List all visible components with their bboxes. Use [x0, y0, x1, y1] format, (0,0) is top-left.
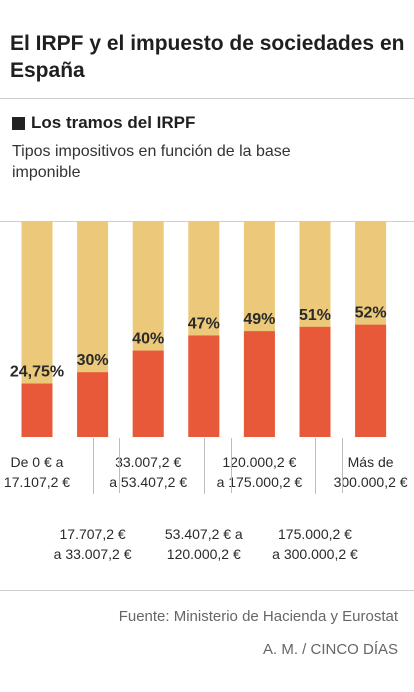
bar-rate: [355, 324, 387, 437]
bar-rate: [21, 383, 53, 437]
label-stem: [93, 438, 94, 494]
bar-rate: [299, 326, 331, 437]
bar-rate: [132, 350, 164, 437]
label-separator: [119, 438, 121, 493]
chart-subtitle-text: Los tramos del IRPF: [31, 113, 196, 132]
label-stem: [204, 438, 205, 494]
divider-top: [0, 98, 414, 99]
label-stem: [315, 438, 316, 494]
chart-description: Tipos impositivos en función de la base …: [12, 143, 291, 181]
label-separator: [230, 438, 232, 493]
bar-value-label: 47%: [188, 315, 220, 332]
bar-value-label: 51%: [299, 307, 331, 324]
bar-rate: [188, 335, 220, 437]
x-tick-label: Más de 300.000,2 €: [333, 454, 408, 490]
x-tick-label: De 0 € a 17.107,2 €: [3, 454, 71, 490]
bar-chart: 24,75% 30% 40% 47% 49% 51% 52%: [10, 221, 387, 437]
chart-subtitle: Los tramos del IRPF: [12, 113, 195, 133]
bar-value-label: 30%: [77, 352, 109, 369]
credit-note: A. M. / CINCO DÍAS: [262, 641, 398, 658]
divider-bottom: [0, 590, 414, 591]
bar-value-label: 24,75%: [10, 364, 64, 381]
bar-value-label: 49%: [243, 311, 275, 328]
bar-value-label: 40%: [132, 331, 164, 348]
bar-value-label: 52%: [355, 305, 387, 322]
x-tick-label: 33.007,2 € a 53.407,2 €: [109, 454, 188, 490]
value-labels-group: 24,75% 30% 40% 47% 49% 51% 52%: [10, 305, 387, 381]
bars-group: [21, 221, 387, 437]
label-separator: [341, 438, 343, 493]
bar-rate: [77, 372, 109, 437]
chart-title: El IRPF y el impuesto de sociedades en E…: [10, 32, 405, 82]
x-tick-label: 120.000,2 € a 175.000,2 €: [216, 454, 303, 490]
x-tick-label: 17.707,2 € a 33.007,2 €: [53, 526, 132, 562]
x-tick-label: 53.407,2 € a 120.000,2 €: [164, 526, 243, 562]
square-bullet-icon: [12, 116, 25, 130]
bar-rate: [243, 331, 275, 437]
source-note: Fuente: Ministerio de Hacienda y Eurosta…: [118, 608, 398, 625]
x-tick-label: 175.000,2 € a 300.000,2 €: [272, 526, 358, 562]
